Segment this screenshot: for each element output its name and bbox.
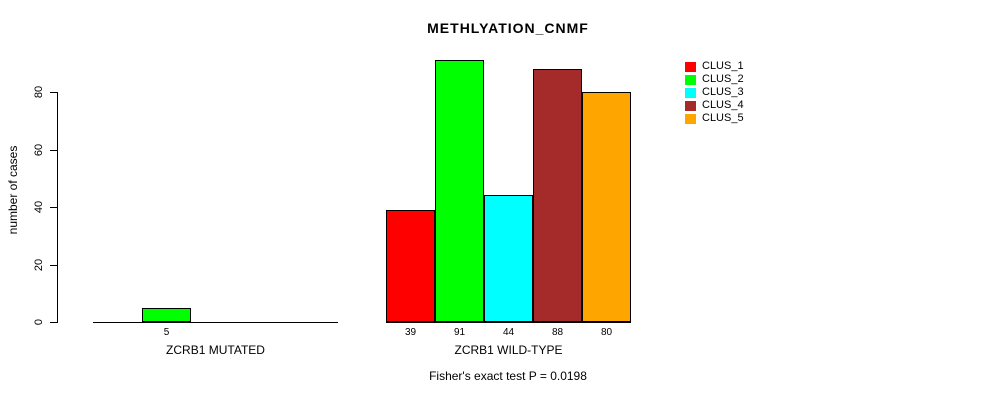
y-axis-tick xyxy=(50,265,57,266)
bar-clus_4 xyxy=(533,69,582,322)
y-axis-tick-label: 80 xyxy=(33,85,45,99)
bar-clus_2 xyxy=(435,60,484,322)
x-axis-category-label: ZCRB1 MUTATED xyxy=(166,343,265,357)
y-axis-tick-label: 0 xyxy=(33,318,45,326)
legend-label: CLUS_2 xyxy=(702,73,744,85)
bar-clus_5 xyxy=(582,92,631,322)
bar-value-label: 91 xyxy=(453,327,466,338)
bar-value-label: 39 xyxy=(404,327,417,338)
x-axis-baseline xyxy=(386,322,631,323)
legend-item: CLUS_5 xyxy=(685,112,744,125)
legend-label: CLUS_5 xyxy=(702,112,744,124)
fisher-test-annotation: Fisher's exact test P = 0.0198 xyxy=(429,369,587,383)
x-axis-baseline xyxy=(93,322,338,323)
legend-swatch xyxy=(685,61,696,72)
bar-value-label: 88 xyxy=(551,327,564,338)
legend-item: CLUS_1 xyxy=(685,60,744,73)
legend-item: CLUS_2 xyxy=(685,73,744,86)
legend-item: CLUS_4 xyxy=(685,99,744,112)
legend-swatch xyxy=(685,87,696,98)
y-axis-tick-label: 20 xyxy=(33,258,45,272)
x-axis-category-label: ZCRB1 WILD-TYPE xyxy=(454,343,563,357)
legend: CLUS_1 CLUS_2 CLUS_3 CLUS_4 CLUS_5 xyxy=(685,60,744,125)
bar-clus_2 xyxy=(142,308,191,322)
legend-label: CLUS_3 xyxy=(702,86,744,98)
y-axis-line xyxy=(57,92,58,323)
legend-label: CLUS_1 xyxy=(702,60,744,72)
y-axis-tick xyxy=(50,207,57,208)
bar-clus_3 xyxy=(484,195,533,322)
y-axis-tick xyxy=(50,150,57,151)
legend-item: CLUS_3 xyxy=(685,86,744,99)
bar-clus_1 xyxy=(386,210,435,322)
y-axis-tick xyxy=(50,92,57,93)
chart-title: METHLYATION_CNMF xyxy=(427,20,589,36)
bar-value-label: 5 xyxy=(163,327,170,338)
y-axis-tick xyxy=(50,322,57,323)
bar-value-label: 80 xyxy=(600,327,613,338)
legend-swatch xyxy=(685,100,696,111)
y-axis-tick-label: 40 xyxy=(33,200,45,214)
y-axis-tick-label: 60 xyxy=(33,143,45,157)
legend-swatch xyxy=(685,113,696,124)
bar-value-label: 44 xyxy=(502,327,515,338)
legend-swatch xyxy=(685,74,696,85)
legend-label: CLUS_4 xyxy=(702,99,744,111)
